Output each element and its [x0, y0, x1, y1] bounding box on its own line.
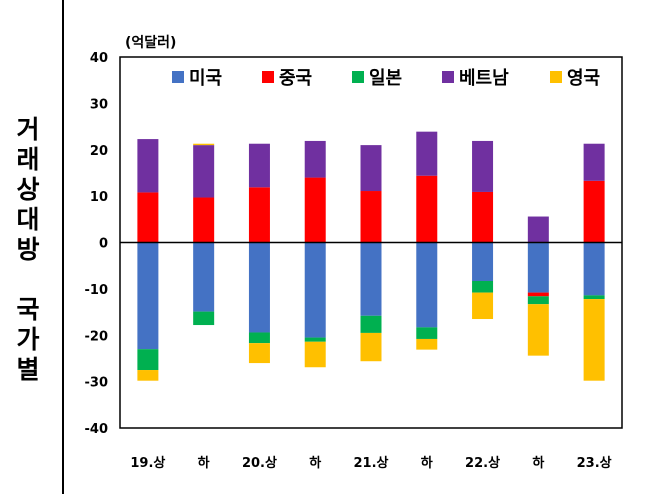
side-title-char: 상 [16, 175, 40, 204]
legend-label: 미국 [189, 68, 222, 89]
bar-segment [527, 296, 549, 305]
bar-segment [137, 242, 159, 350]
bar-segment [360, 242, 382, 316]
bar-segment [416, 175, 438, 243]
y-tick-label: 40 [90, 51, 108, 66]
bar-segment [583, 295, 605, 300]
y-tick-label: 30 [90, 97, 108, 112]
bar-segment [193, 197, 215, 243]
legend-label: 베트남 [459, 68, 509, 89]
bar-segment [527, 304, 549, 356]
bar-segment [360, 191, 382, 243]
side-title-char: 국 [16, 295, 40, 324]
bar-segment [193, 242, 215, 312]
bar-segment [248, 143, 270, 188]
y-tick-label: -20 [85, 329, 109, 344]
bar-segment [248, 332, 270, 344]
side-title-char: 별 [16, 355, 40, 384]
y-tick-label: -30 [85, 376, 109, 391]
bar-segment [193, 145, 215, 198]
bar-segment [137, 349, 159, 371]
bar-segment [304, 177, 326, 243]
y-tick-label: -40 [85, 422, 109, 437]
bar-segment [304, 140, 326, 178]
unit-label: (억달러) [125, 35, 176, 51]
bar-segment [472, 292, 494, 320]
bar-segment [472, 191, 494, 243]
legend-swatch [352, 71, 364, 83]
legend-swatch [262, 71, 274, 83]
bar-segment [472, 242, 494, 281]
bar-segment [416, 327, 438, 339]
x-tick-label: 하 [532, 455, 544, 471]
x-tick-label: 하 [421, 455, 433, 471]
bar-segment [193, 143, 215, 146]
y-tick-label: 20 [90, 144, 108, 159]
bar-segment [360, 145, 382, 192]
bar-segment [583, 143, 605, 181]
bar-segment [583, 180, 605, 243]
bar-segment [583, 242, 605, 296]
y-tick-label: -10 [85, 283, 109, 298]
bar-segment [248, 343, 270, 364]
legend-label: 영국 [567, 68, 600, 89]
legend-label: 중국 [279, 68, 312, 89]
bar-segment [527, 242, 549, 293]
side-title-char: 방 [16, 235, 40, 264]
x-tick-label: 23.상 [577, 456, 612, 471]
legend-swatch [550, 71, 562, 83]
bar-segment [248, 187, 270, 243]
bar-segment [527, 292, 549, 297]
side-title-char: 거 [16, 115, 40, 144]
bar-segment [137, 139, 159, 193]
x-tick-label: 하 [198, 455, 210, 471]
divider-line [62, 0, 64, 494]
x-tick-label: 하 [309, 455, 321, 471]
bar-segment [416, 338, 438, 350]
side-title-char: 래 [16, 145, 40, 174]
bar-segment [304, 341, 326, 368]
bar-segment [583, 299, 605, 381]
legend-swatch [442, 71, 454, 83]
bar-segment [137, 192, 159, 243]
bar-segment [472, 280, 494, 293]
x-tick-label: 21.상 [354, 456, 389, 471]
x-tick-label: 19.상 [130, 456, 165, 471]
x-tick-label: 22.상 [465, 456, 500, 471]
bar-segment [304, 242, 326, 338]
legend-swatch [172, 71, 184, 83]
bar-segment [527, 216, 549, 243]
bar-segment [472, 140, 494, 192]
bar-segment [416, 131, 438, 176]
side-title-char: 가 [16, 325, 40, 354]
bar-segment [416, 242, 438, 328]
bar-segment [360, 332, 382, 362]
side-title-char: 대 [16, 205, 40, 234]
x-tick-label: 20.상 [242, 456, 277, 471]
y-tick-label: 10 [90, 190, 108, 205]
bar-segment [193, 311, 215, 326]
bar-segment [248, 242, 270, 333]
bar-segment [304, 337, 326, 342]
bar-segment [360, 315, 382, 333]
y-tick-label: 0 [99, 237, 108, 252]
bar-segment [137, 370, 159, 381]
legend-label: 일본 [369, 68, 402, 89]
